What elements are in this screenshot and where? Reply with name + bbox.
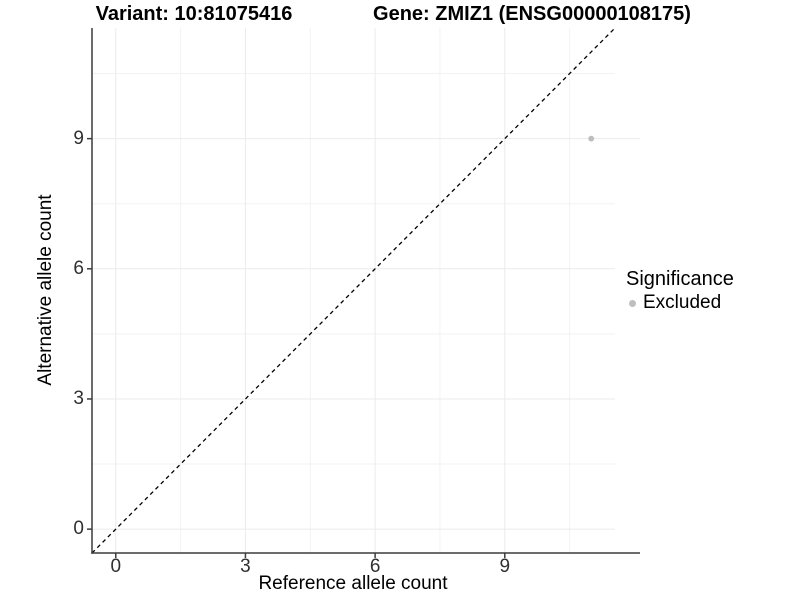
data-point-excluded	[588, 135, 595, 142]
identity-reference-line	[91, 27, 616, 554]
y-axis-title: Alternative allele count	[35, 194, 56, 386]
x-tick-label: 6	[369, 556, 381, 577]
x-axis-title: Reference allele count	[258, 573, 448, 594]
gene-title: Gene: ZMIZ1 (ENSG00000108175)	[373, 3, 691, 25]
x-tick-label: 0	[110, 556, 122, 577]
x-tick-label: 3	[240, 556, 251, 577]
y-tick-label: 3	[73, 387, 84, 409]
legend-point-icon	[629, 299, 636, 307]
legend: Significance Excluded	[626, 268, 734, 314]
legend-title: Significance	[626, 268, 734, 290]
legend-item-excluded: Excluded	[626, 292, 734, 314]
y-tick-label: 0	[73, 518, 84, 540]
x-tick-label: 9	[499, 556, 511, 577]
variant-title: Variant: 10:81075416	[95, 3, 293, 25]
legend-item-label: Excluded	[643, 292, 722, 313]
y-tick-label: 6	[73, 257, 84, 279]
y-tick-label: 9	[73, 127, 84, 149]
